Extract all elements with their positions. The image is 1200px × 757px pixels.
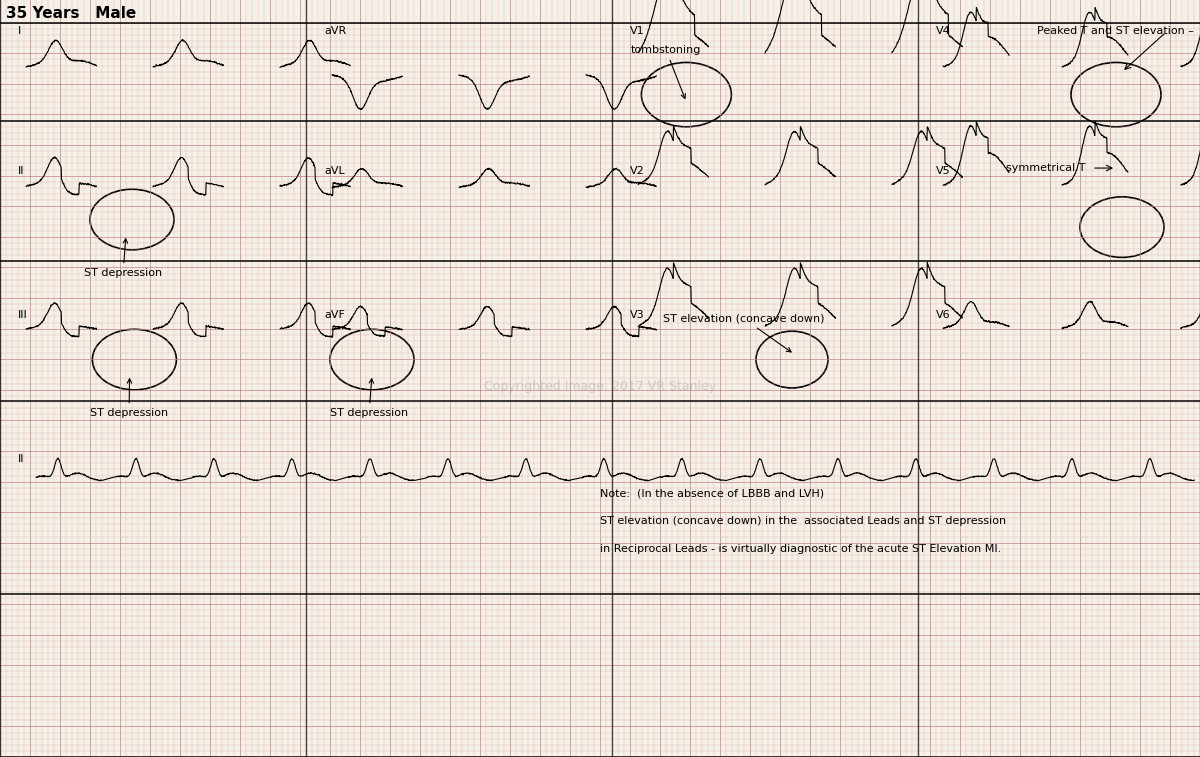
Text: ST depression: ST depression (90, 378, 168, 419)
Text: V5: V5 (936, 166, 950, 176)
Text: in Reciprocal Leads - is virtually diagnostic of the acute ST Elevation MI.: in Reciprocal Leads - is virtually diagn… (600, 544, 1001, 553)
Text: ST depression: ST depression (330, 378, 408, 419)
Text: I: I (18, 26, 22, 36)
Text: III: III (18, 310, 28, 320)
Text: ST depression: ST depression (84, 238, 162, 279)
Text: V1: V1 (630, 26, 644, 36)
Text: tombstoning: tombstoning (631, 45, 701, 98)
Text: V6: V6 (936, 310, 950, 320)
Text: aVL: aVL (324, 166, 344, 176)
Text: V4: V4 (936, 26, 950, 36)
Text: Note:  (In the absence of LBBB and LVH): Note: (In the absence of LBBB and LVH) (600, 488, 824, 498)
Text: Peaked T and ST elevation –: Peaked T and ST elevation – (1037, 26, 1194, 36)
Text: ST elevation (concave down) in the  associated Leads and ST depression: ST elevation (concave down) in the assoc… (600, 516, 1006, 526)
Text: II: II (18, 166, 24, 176)
Text: symmetrical T: symmetrical T (1007, 163, 1086, 173)
Text: V3: V3 (630, 310, 644, 320)
Text: 35 Years   Male: 35 Years Male (6, 6, 137, 21)
Text: Copyrighted Image. 2017 VR Stanley: Copyrighted Image. 2017 VR Stanley (484, 379, 716, 393)
Text: aVF: aVF (324, 310, 344, 320)
Text: II: II (18, 453, 24, 464)
Text: aVR: aVR (324, 26, 347, 36)
Text: ST elevation (concave down): ST elevation (concave down) (664, 313, 824, 352)
Text: V2: V2 (630, 166, 644, 176)
